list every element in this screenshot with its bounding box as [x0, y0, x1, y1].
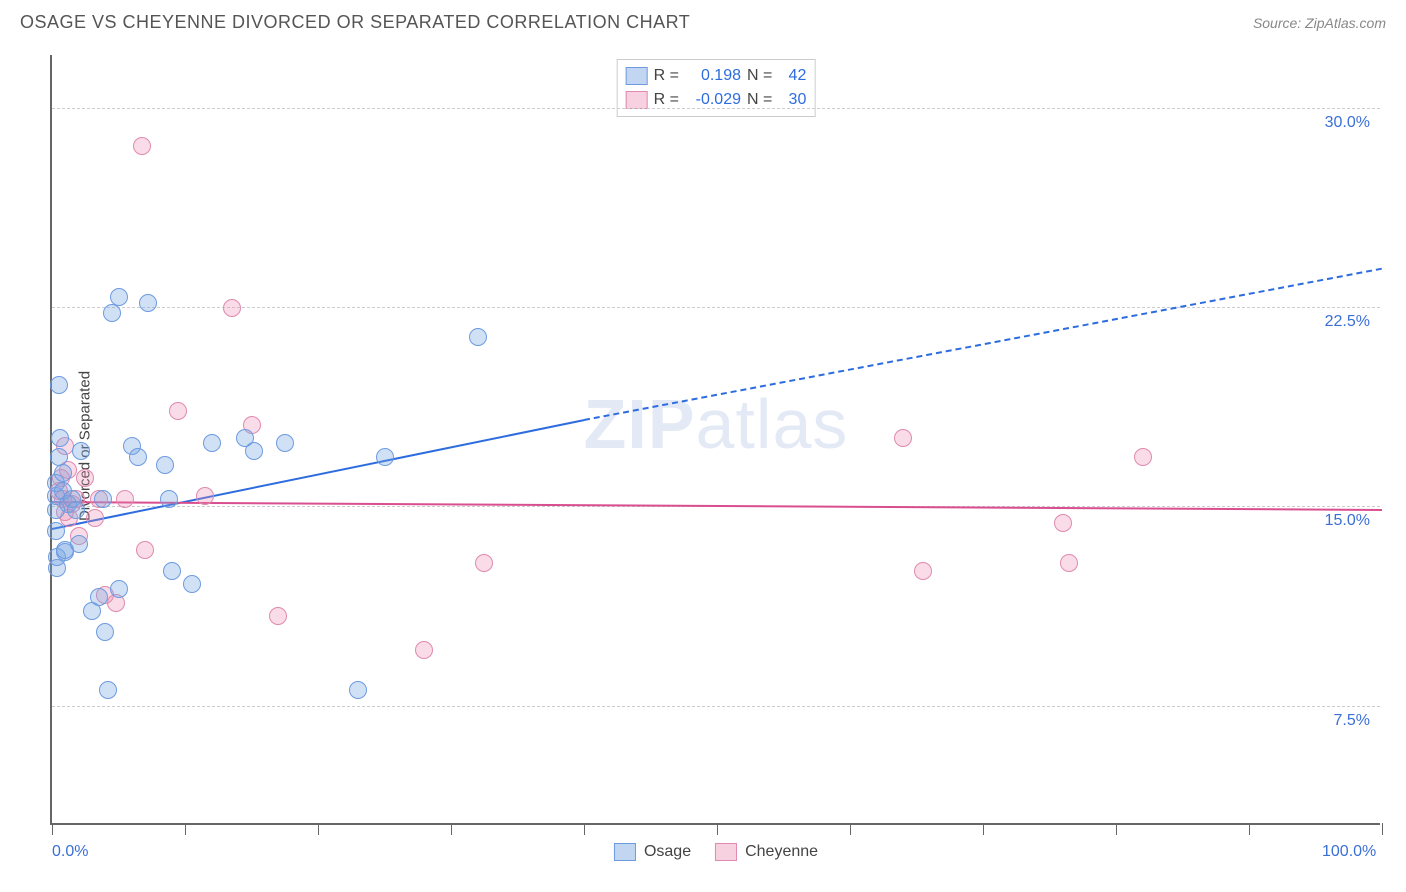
- data-point-osage: [203, 434, 221, 452]
- data-point-osage: [50, 376, 68, 394]
- data-point-osage: [349, 681, 367, 699]
- x-tick-label: 0.0%: [52, 843, 88, 861]
- data-point-cheyenne: [1060, 554, 1078, 572]
- legend-row-osage: R = 0.198 N = 42: [626, 64, 807, 88]
- data-point-osage: [94, 490, 112, 508]
- trend-line: [52, 419, 584, 530]
- data-point-osage: [51, 429, 69, 447]
- data-point-osage: [47, 522, 65, 540]
- data-point-cheyenne: [1134, 448, 1152, 466]
- data-point-osage: [72, 442, 90, 460]
- legend-item-cheyenne: Cheyenne: [715, 843, 818, 861]
- data-point-osage: [183, 575, 201, 593]
- data-point-osage: [163, 562, 181, 580]
- data-point-cheyenne: [415, 641, 433, 659]
- trend-line: [584, 267, 1382, 420]
- legend-label-cheyenne: Cheyenne: [745, 843, 818, 861]
- data-point-cheyenne: [76, 469, 94, 487]
- swatch-cheyenne-icon: [715, 843, 737, 861]
- data-point-cheyenne: [116, 490, 134, 508]
- y-tick-label: 30.0%: [1325, 114, 1370, 132]
- data-point-osage: [276, 434, 294, 452]
- x-tick: [1249, 823, 1250, 835]
- x-tick: [1116, 823, 1117, 835]
- gridline: [52, 706, 1380, 707]
- swatch-osage-icon: [614, 843, 636, 861]
- gridline: [52, 108, 1380, 109]
- data-point-osage: [90, 588, 108, 606]
- data-point-osage: [376, 448, 394, 466]
- data-point-cheyenne: [136, 541, 154, 559]
- data-point-osage: [139, 294, 157, 312]
- chart-plot-area: ZIPatlas R = 0.198 N = 42 R = -0.029 N =…: [50, 55, 1380, 825]
- data-point-cheyenne: [133, 137, 151, 155]
- data-point-osage: [67, 501, 85, 519]
- n-label: N =: [747, 64, 772, 88]
- data-point-cheyenne: [196, 487, 214, 505]
- data-point-cheyenne: [914, 562, 932, 580]
- data-point-cheyenne: [86, 509, 104, 527]
- y-tick-label: 15.0%: [1325, 512, 1370, 530]
- data-point-osage: [70, 535, 88, 553]
- data-point-osage: [103, 304, 121, 322]
- data-point-cheyenne: [269, 607, 287, 625]
- data-point-osage: [110, 580, 128, 598]
- x-tick-label: 100.0%: [1322, 843, 1376, 861]
- legend-label-osage: Osage: [644, 843, 691, 861]
- data-point-osage: [156, 456, 174, 474]
- x-tick: [983, 823, 984, 835]
- series-legend: Osage Cheyenne: [614, 843, 818, 861]
- x-tick: [52, 823, 53, 835]
- y-tick-label: 22.5%: [1325, 313, 1370, 331]
- data-point-cheyenne: [1054, 514, 1072, 532]
- swatch-cheyenne-icon: [626, 91, 648, 109]
- osage-r-value: 0.198: [685, 64, 741, 88]
- data-point-osage: [129, 448, 147, 466]
- data-point-osage: [54, 464, 72, 482]
- x-tick: [1382, 823, 1383, 835]
- data-point-osage: [96, 623, 114, 641]
- x-tick: [717, 823, 718, 835]
- data-point-osage: [245, 442, 263, 460]
- swatch-osage-icon: [626, 67, 648, 85]
- osage-n-value: 42: [778, 64, 806, 88]
- data-point-cheyenne: [223, 299, 241, 317]
- data-point-osage: [469, 328, 487, 346]
- y-tick-label: 7.5%: [1334, 712, 1370, 730]
- x-tick: [584, 823, 585, 835]
- x-tick: [451, 823, 452, 835]
- x-tick: [850, 823, 851, 835]
- x-tick: [185, 823, 186, 835]
- chart-title: OSAGE VS CHEYENNE DIVORCED OR SEPARATED …: [20, 12, 690, 33]
- data-point-cheyenne: [894, 429, 912, 447]
- chart-header: OSAGE VS CHEYENNE DIVORCED OR SEPARATED …: [0, 0, 1406, 41]
- legend-item-osage: Osage: [614, 843, 691, 861]
- data-point-cheyenne: [169, 402, 187, 420]
- data-point-osage: [160, 490, 178, 508]
- data-point-osage: [99, 681, 117, 699]
- chart-source: Source: ZipAtlas.com: [1253, 15, 1386, 31]
- x-tick: [318, 823, 319, 835]
- r-label: R =: [654, 64, 679, 88]
- data-point-cheyenne: [475, 554, 493, 572]
- data-point-osage: [110, 288, 128, 306]
